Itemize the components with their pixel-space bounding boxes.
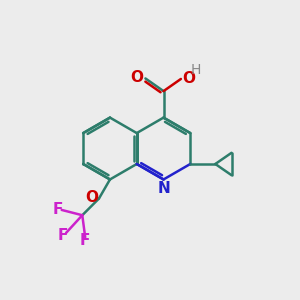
Text: F: F bbox=[53, 202, 63, 217]
Text: N: N bbox=[158, 181, 170, 196]
Text: O: O bbox=[183, 70, 196, 86]
Text: O: O bbox=[85, 190, 98, 206]
Text: H: H bbox=[191, 63, 201, 77]
Text: F: F bbox=[80, 233, 90, 248]
Text: O: O bbox=[130, 70, 143, 86]
Text: F: F bbox=[58, 228, 68, 243]
